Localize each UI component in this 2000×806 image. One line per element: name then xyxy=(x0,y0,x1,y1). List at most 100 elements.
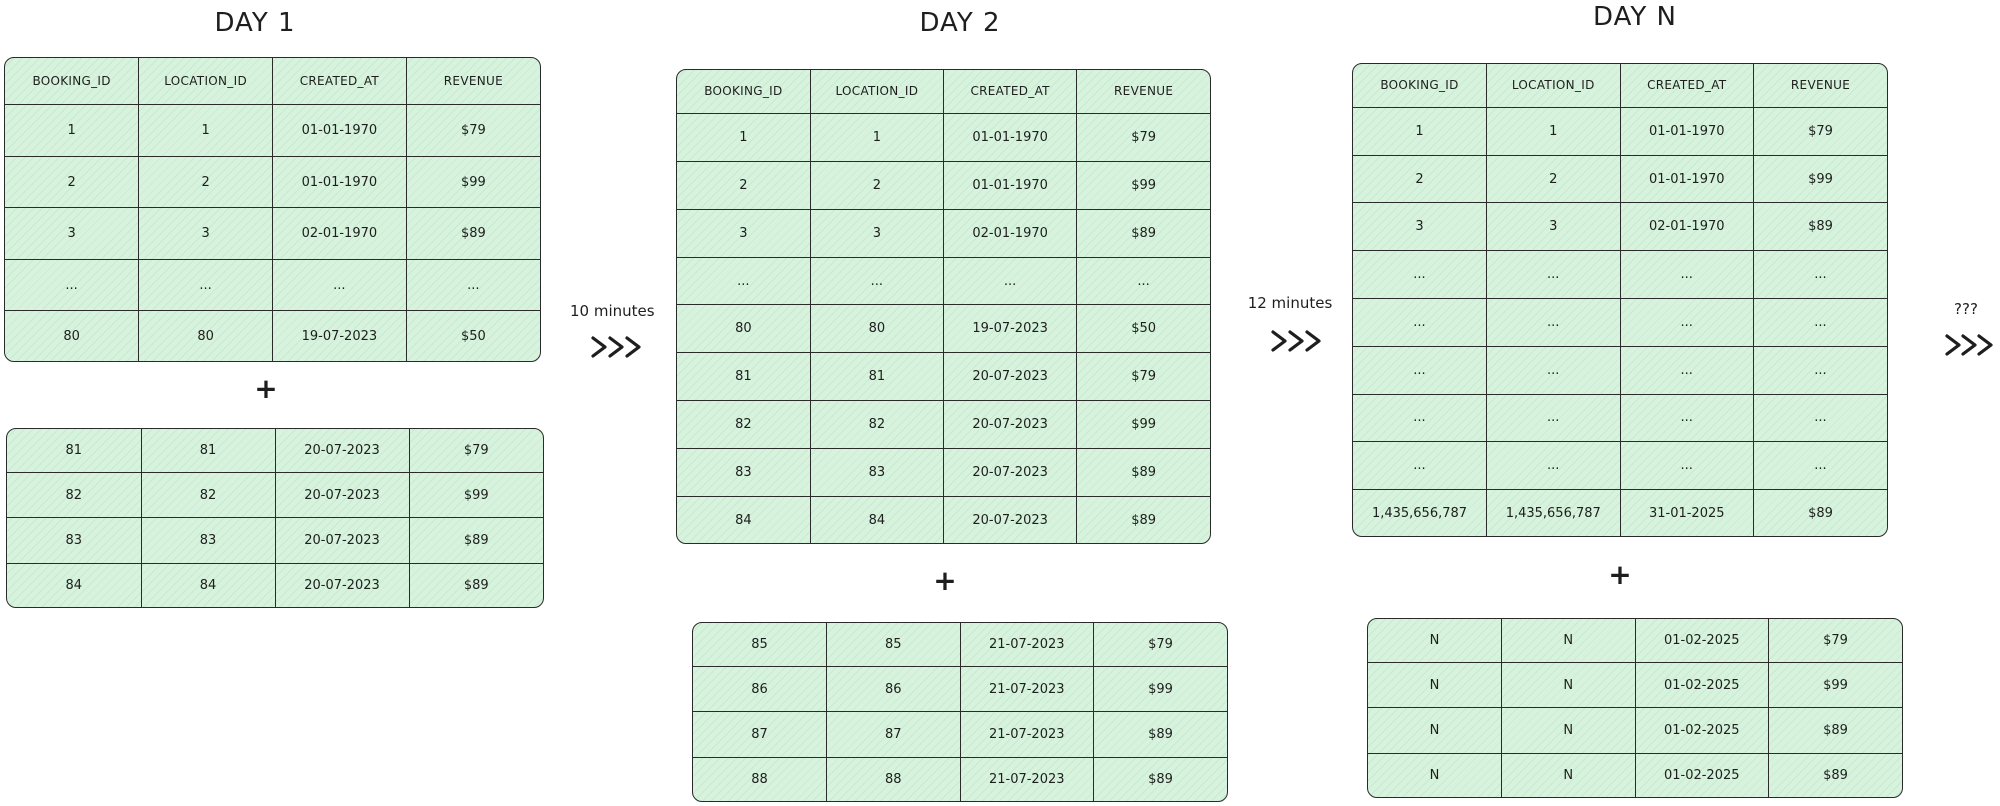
cell-booking-id: 82 xyxy=(677,400,811,450)
day-2-plus-sign: + xyxy=(933,564,957,597)
cell-booking-id: 1,435,656,787 xyxy=(1353,489,1487,536)
data-table: N N 01-02-2025 $79 N N 01-02-2025 $99 N N 01-02-20… xyxy=(1368,619,1902,797)
cell-booking-id: 87 xyxy=(693,711,827,758)
arrow-1-label: 10 minutes xyxy=(570,302,655,320)
cell-created-at: 21-07-2023 xyxy=(960,623,1094,668)
cell-revenue: $89 xyxy=(1076,448,1210,498)
cell-booking-id: 3 xyxy=(5,207,140,260)
table-row: 87 87 21-07-2023 $89 xyxy=(693,711,1227,758)
cell-created-at: 19-07-2023 xyxy=(272,310,407,361)
cell-revenue: $89 xyxy=(409,517,543,564)
cell-booking-id: 81 xyxy=(677,352,811,402)
table-row: ............ xyxy=(1353,441,1887,491)
arrow-2-label: 12 minutes xyxy=(1247,294,1333,312)
table-row: 1 1 01-01-1970 $79 xyxy=(677,113,1210,162)
table-row: 3 3 02-01-1970 $89 xyxy=(5,207,540,260)
cell-created-at: ... xyxy=(1620,394,1754,443)
column-header-created-at: CREATED_AT xyxy=(1620,64,1754,108)
cell-created-at: 20-07-2023 xyxy=(943,448,1078,498)
cell-revenue: $89 xyxy=(1823,767,1848,783)
day-1-title: DAY 1 xyxy=(214,8,296,38)
cell-revenue: $99 xyxy=(1076,161,1210,210)
cell-created-at: 01-02-2025 xyxy=(1635,753,1769,797)
cell-revenue: ... xyxy=(1753,394,1887,443)
cell-booking-id: ... xyxy=(1353,394,1487,443)
arrow-1-chevrons-icon xyxy=(591,336,641,358)
cell-location-id: 87 xyxy=(826,711,961,758)
cell-location-id: 85 xyxy=(826,623,961,668)
cell-revenue: $79 xyxy=(1076,352,1210,402)
cell-revenue: $79 xyxy=(406,104,540,157)
cell-revenue: $89 xyxy=(1808,505,1833,521)
table-header-row: BOOKING_ID LOCATION_ID CREATED_AT REVENUE xyxy=(677,70,1210,114)
cell-revenue: $50 xyxy=(460,328,486,344)
cell-location-id: ... xyxy=(1486,441,1621,491)
column-header-booking-id: BOOKING_ID xyxy=(677,70,811,114)
column-header-location-id: LOCATION_ID xyxy=(138,58,273,106)
cell-booking-id: 1 xyxy=(677,113,811,162)
cell-booking-id: ... xyxy=(1353,441,1487,491)
table-row: 82 82 20-07-2023 $99 xyxy=(7,472,543,519)
cell-revenue: ... xyxy=(406,259,540,312)
cell-booking-id: 1 xyxy=(1353,107,1487,156)
cell-location-id: 2 xyxy=(810,161,945,210)
cell-booking-id: ... xyxy=(1353,250,1487,299)
cell-revenue: $79 xyxy=(1093,623,1227,668)
day-n-new-rows-table: N N 01-02-2025 $79 N N 01-02-2025 $99 N N 01-02-20… xyxy=(1367,618,1903,798)
cell-created-at: ... xyxy=(1620,441,1754,491)
cell-revenue: $89 xyxy=(1148,771,1173,787)
cell-created-at: 21-07-2023 xyxy=(960,757,1094,801)
cell-location-id: N xyxy=(1501,753,1636,797)
cell-location-id: 1,435,656,787 xyxy=(1486,489,1621,536)
arrow-3-chevrons-icon xyxy=(1945,334,1993,356)
table-row: 83 83 20-07-2023 $89 xyxy=(7,517,543,564)
cell-booking-id: N xyxy=(1368,662,1502,709)
table-row: ............ xyxy=(677,257,1210,306)
cell-booking-id: 84 xyxy=(677,496,811,543)
cell-revenue: ... xyxy=(1076,257,1210,306)
table-row: N N 01-02-2025 $89 xyxy=(1368,753,1902,797)
cell-booking-id: ... xyxy=(1353,298,1487,347)
table-row: 84 84 20-07-2023 $89 xyxy=(677,496,1210,543)
cell-revenue: $50 xyxy=(1076,304,1210,354)
cell-location-id: 2 xyxy=(1486,155,1621,204)
cell-booking-id: 83 xyxy=(7,517,142,564)
cell-booking-id: 85 xyxy=(693,623,827,668)
table-row: 86 86 21-07-2023 $99 xyxy=(693,666,1227,713)
cell-booking-id: 86 xyxy=(693,666,827,713)
cell-location-id: 2 xyxy=(138,156,273,209)
cell-booking-id: 3 xyxy=(677,209,811,258)
table-row: 85 85 21-07-2023 $79 xyxy=(693,623,1227,668)
cell-location-id: ... xyxy=(138,259,273,312)
data-table: BOOKING_ID LOCATION_ID CREATED_AT REVENUE 1 1… xyxy=(677,70,1210,543)
cell-created-at: 21-07-2023 xyxy=(960,666,1094,713)
cell-location-id: 83 xyxy=(141,517,276,564)
cell-created-at: ... xyxy=(1620,298,1754,347)
table-row: 82 82 20-07-2023 $99 xyxy=(677,400,1210,450)
table-row: N N 01-02-2025 $89 xyxy=(1368,707,1902,754)
cell-location-id: 86 xyxy=(826,666,961,713)
table-row: 2 2 01-01-1970 $99 xyxy=(5,156,540,209)
arrow-3-label: ??? xyxy=(1954,300,1978,318)
cell-booking-id: 84 xyxy=(7,563,142,607)
cell-location-id: 82 xyxy=(141,472,276,519)
day-1-new-rows-table: 81 81 20-07-2023 $79 82 82 20-07-2023 $99 83 83 20… xyxy=(6,428,544,608)
table-row: 1,435,656,787 1,435,656,787 31-01-2025 $89 xyxy=(1353,489,1887,536)
cell-location-id: N xyxy=(1501,662,1636,709)
cell-created-at: 21-07-2023 xyxy=(960,711,1094,758)
cell-created-at: 01-02-2025 xyxy=(1635,707,1769,754)
cell-revenue: ... xyxy=(1753,298,1887,347)
table-row: 80 80 19-07-2023 $50 xyxy=(677,304,1210,354)
table-row: 81 81 20-07-2023 $79 xyxy=(7,429,543,474)
day-1-plus-sign: + xyxy=(254,372,278,405)
cell-booking-id: ... xyxy=(677,257,811,306)
cell-location-id: ... xyxy=(1486,346,1621,395)
cell-created-at: 01-01-1970 xyxy=(1620,155,1754,204)
cell-location-id: 1 xyxy=(1486,107,1621,156)
cell-revenue: ... xyxy=(1753,250,1887,299)
cell-created-at: 01-01-1970 xyxy=(1620,107,1754,156)
cell-revenue: $79 xyxy=(1753,107,1887,156)
cell-location-id: 80 xyxy=(810,304,945,354)
data-table: BOOKING_ID LOCATION_ID CREATED_AT REVENUE 1 1… xyxy=(1353,64,1887,536)
table-row: ............ xyxy=(1353,394,1887,443)
